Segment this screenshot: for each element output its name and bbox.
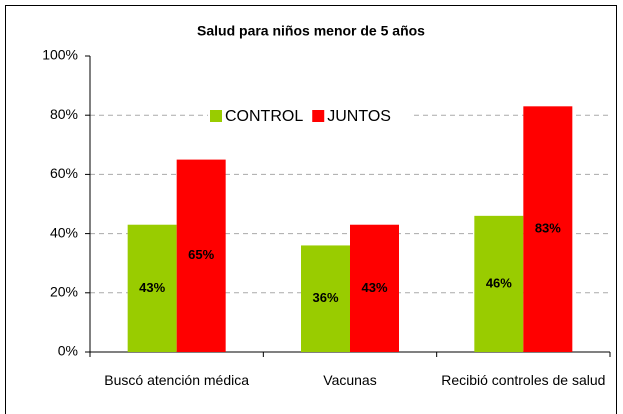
chart-title: Salud para niños menor de 5 años: [197, 23, 425, 39]
data-label: 43%: [139, 280, 165, 295]
data-label: 65%: [188, 247, 214, 262]
y-tick-label: 80%: [50, 106, 78, 122]
x-tick-label: Recibió controles de salud: [441, 372, 606, 388]
y-tick-label: 60%: [50, 165, 78, 181]
bar: [176, 159, 226, 352]
bar: [301, 245, 350, 352]
data-label: 43%: [361, 280, 387, 295]
y-tick-label: 100%: [42, 47, 78, 63]
data-label: 36%: [312, 290, 338, 305]
y-tick-label: 0%: [58, 343, 78, 359]
x-tick-label: Buscó atención médica: [104, 372, 250, 388]
x-tick-label: Vacunas: [323, 372, 377, 388]
y-tick-label: 40%: [50, 224, 78, 240]
bar: [523, 106, 573, 352]
bar: [474, 215, 524, 352]
legend-swatch: [312, 110, 325, 122]
legend-box: [208, 104, 411, 128]
y-tick-label: 20%: [50, 284, 78, 300]
legend-label: JUNTOS: [327, 108, 391, 125]
bar: [127, 224, 177, 352]
legend-label: CONTROL: [225, 108, 303, 125]
data-label: 46%: [486, 275, 512, 290]
legend-swatch: [210, 110, 222, 122]
bar: [350, 224, 399, 352]
data-label: 83%: [535, 221, 561, 236]
